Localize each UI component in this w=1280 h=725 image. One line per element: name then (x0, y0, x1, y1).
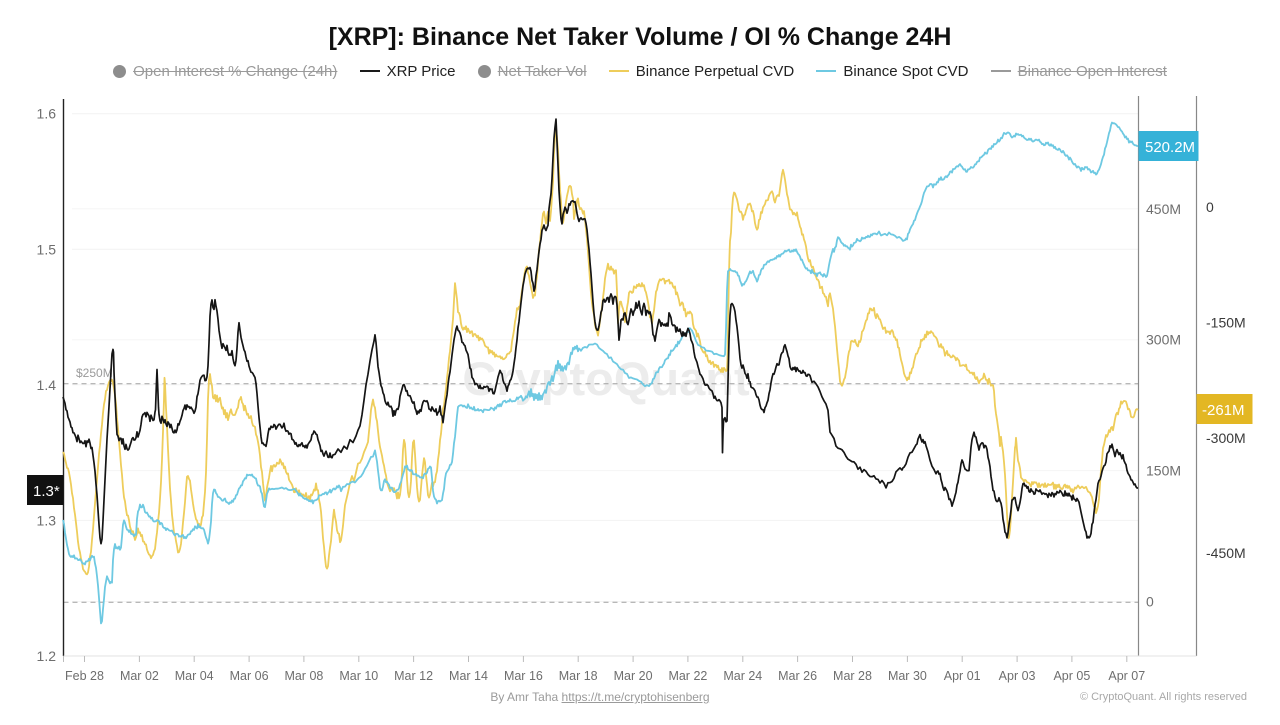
svg-text:$250M: $250M (76, 366, 113, 380)
svg-text:Mar 04: Mar 04 (175, 669, 214, 683)
svg-text:150M: 150M (1146, 463, 1181, 479)
svg-text:Mar 12: Mar 12 (394, 669, 433, 683)
svg-text:1.5: 1.5 (37, 241, 57, 257)
svg-text:Apr 07: Apr 07 (1108, 669, 1145, 683)
svg-text:450M: 450M (1146, 201, 1181, 217)
svg-text:Feb 28: Feb 28 (65, 669, 104, 683)
svg-text:-150M: -150M (1206, 314, 1246, 330)
svg-text:520.2M: 520.2M (1145, 139, 1195, 156)
svg-text:0: 0 (1146, 594, 1154, 610)
svg-text:Apr 01: Apr 01 (944, 669, 981, 683)
svg-text:Mar 28: Mar 28 (833, 669, 872, 683)
svg-text:Mar 14: Mar 14 (449, 669, 488, 683)
svg-text:Mar 08: Mar 08 (284, 669, 323, 683)
svg-text:1.6: 1.6 (37, 106, 57, 122)
svg-text:Apr 05: Apr 05 (1053, 669, 1090, 683)
svg-text:1.2: 1.2 (37, 648, 57, 664)
svg-text:Mar 22: Mar 22 (668, 669, 707, 683)
svg-text:1.3: 1.3 (37, 512, 57, 528)
svg-text:Mar 30: Mar 30 (888, 669, 927, 683)
svg-text:1.4: 1.4 (37, 377, 57, 393)
svg-text:0: 0 (1206, 199, 1214, 215)
svg-text:-450M: -450M (1206, 545, 1246, 561)
svg-text:300M: 300M (1146, 332, 1181, 348)
svg-text:Mar 10: Mar 10 (339, 669, 378, 683)
svg-text:Mar 06: Mar 06 (230, 669, 269, 683)
svg-text:Mar 18: Mar 18 (559, 669, 598, 683)
svg-text:-300M: -300M (1206, 430, 1246, 446)
svg-text:Mar 26: Mar 26 (778, 669, 817, 683)
svg-text:1.3*: 1.3* (33, 483, 60, 500)
svg-text:Apr 03: Apr 03 (999, 669, 1036, 683)
svg-text:Mar 24: Mar 24 (723, 669, 762, 683)
svg-text:CryptoQuant: CryptoQuant (462, 352, 750, 405)
svg-text:Mar 02: Mar 02 (120, 669, 159, 683)
svg-text:Mar 20: Mar 20 (614, 669, 653, 683)
svg-text:-261M: -261M (1202, 402, 1245, 419)
svg-text:Mar 16: Mar 16 (504, 669, 543, 683)
